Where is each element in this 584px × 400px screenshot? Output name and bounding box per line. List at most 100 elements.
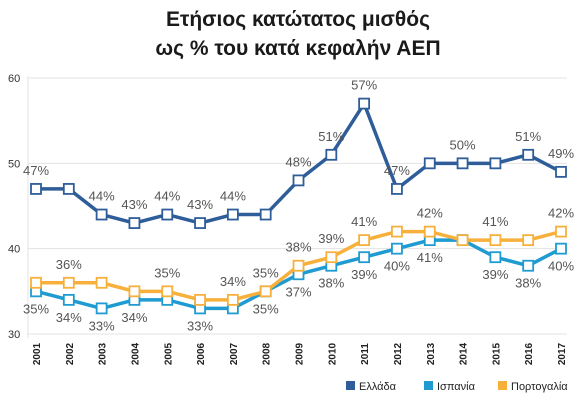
data-point-marker: [128, 285, 141, 298]
data-labels: 47% 44% 43% 44% 43% 44% 48% 51% 57% 47% 50% 51% 49% 3…: [23, 78, 574, 334]
data-point-marker: [95, 208, 108, 221]
x-tick-label: 2009: [295, 342, 306, 365]
data-label: 34%: [121, 310, 147, 325]
data-label: 33%: [89, 318, 115, 333]
legend-swatch-1: [424, 381, 433, 390]
data-label: 39%: [318, 231, 344, 246]
x-tick-label: 2012: [393, 342, 404, 365]
data-label: 38%: [318, 276, 344, 291]
data-label: 49%: [548, 146, 574, 161]
chart-title-line-2: ως % του κατά κεφαλήν ΑΕΠ: [155, 37, 440, 60]
data-label: 38%: [515, 276, 541, 291]
legend-label: Πορτογαλία: [511, 381, 568, 393]
data-point-marker: [391, 242, 403, 255]
data-label: 35%: [23, 301, 49, 316]
data-label: 39%: [482, 267, 508, 282]
x-tick-label: 2006: [196, 342, 207, 365]
data-label: 42%: [417, 206, 443, 221]
data-label: 40%: [548, 259, 574, 274]
data-label: 57%: [351, 78, 377, 93]
data-point-marker: [62, 276, 75, 289]
data-point-marker: [456, 157, 469, 170]
data-label: 36%: [56, 257, 82, 272]
data-label: 44%: [89, 189, 115, 204]
data-point-marker: [489, 251, 502, 264]
data-point-marker: [456, 234, 469, 247]
x-tick-label: 2014: [459, 342, 470, 365]
data-label: 48%: [285, 154, 311, 169]
x-tick-label: 2010: [327, 342, 338, 365]
data-label: 34%: [220, 274, 246, 289]
data-point-marker: [358, 234, 371, 247]
legend: Ελλάδα Ισπανία Πορτογαλία: [346, 381, 568, 393]
data-label: 44%: [220, 189, 246, 204]
data-label: 37%: [285, 284, 311, 299]
data-label: 44%: [154, 189, 180, 204]
data-point-marker: [259, 285, 272, 298]
y-tick-label: 30: [8, 329, 20, 341]
y-tick-label: 50: [8, 158, 20, 170]
data-point-marker: [489, 234, 502, 247]
data-point-marker: [62, 183, 75, 195]
data-point-marker: [555, 225, 567, 238]
data-point-marker: [30, 276, 42, 289]
data-point-marker: [259, 208, 272, 221]
x-tick-label: 2013: [426, 342, 437, 365]
data-point-marker: [391, 183, 403, 195]
data-point-marker: [358, 251, 371, 264]
data-point-marker: [194, 293, 206, 306]
data-label: 43%: [187, 197, 213, 212]
x-tick-label: 2002: [65, 342, 76, 365]
data-label: 47%: [384, 163, 410, 178]
x-tick-label: 2007: [229, 342, 240, 365]
y-tick-label: 60: [8, 73, 20, 85]
x-tick-label: 2011: [360, 343, 371, 365]
data-point-marker: [555, 165, 567, 178]
data-point-marker: [226, 293, 239, 306]
data-label: 41%: [482, 214, 508, 229]
data-label: 35%: [253, 265, 279, 280]
legend-label: Ισπανία: [437, 381, 476, 393]
legend-swatch-2: [498, 381, 507, 390]
data-point-marker: [161, 208, 174, 221]
data-label: 50%: [450, 137, 476, 152]
data-label: 38%: [285, 240, 311, 255]
x-tick-label: 2003: [98, 342, 109, 365]
data-label: 34%: [56, 310, 82, 325]
x-tick-label: 2017: [557, 342, 568, 365]
x-tick-label: 2008: [262, 342, 273, 365]
data-label: 33%: [187, 318, 213, 333]
x-tick-label: 2001: [32, 342, 43, 365]
data-point-marker: [128, 217, 141, 229]
data-point-marker: [95, 302, 108, 315]
x-tick-label: 2016: [524, 342, 535, 365]
x-tick-label: 2005: [163, 342, 174, 365]
data-point-marker: [489, 157, 502, 170]
data-label: 42%: [548, 206, 574, 221]
data-point-marker: [423, 225, 436, 238]
chart-title-line-1: Ετήσιος κατώτατος μισθός: [166, 8, 430, 31]
data-label: 51%: [515, 129, 541, 144]
data-point-marker: [391, 225, 403, 238]
data-point-marker: [423, 157, 436, 170]
data-label: 47%: [23, 163, 49, 178]
y-axis: 30 40 50 60: [8, 73, 20, 341]
data-point-marker: [30, 183, 42, 195]
data-point-marker: [292, 259, 305, 272]
data-label: 51%: [318, 129, 344, 144]
data-point-marker: [555, 242, 567, 255]
data-point-marker: [226, 208, 239, 221]
data-point-marker: [522, 259, 535, 272]
data-point-marker: [358, 97, 371, 110]
data-point-marker: [325, 251, 338, 264]
data-point-marker: [62, 293, 75, 306]
data-label: 35%: [253, 301, 279, 316]
data-label: 41%: [351, 214, 377, 229]
data-label: 35%: [154, 265, 180, 280]
data-point-marker: [522, 234, 535, 247]
data-point-marker: [522, 148, 535, 161]
legend-swatch-0: [346, 381, 355, 390]
data-point-marker: [161, 285, 174, 298]
x-tick-label: 2004: [130, 342, 141, 365]
